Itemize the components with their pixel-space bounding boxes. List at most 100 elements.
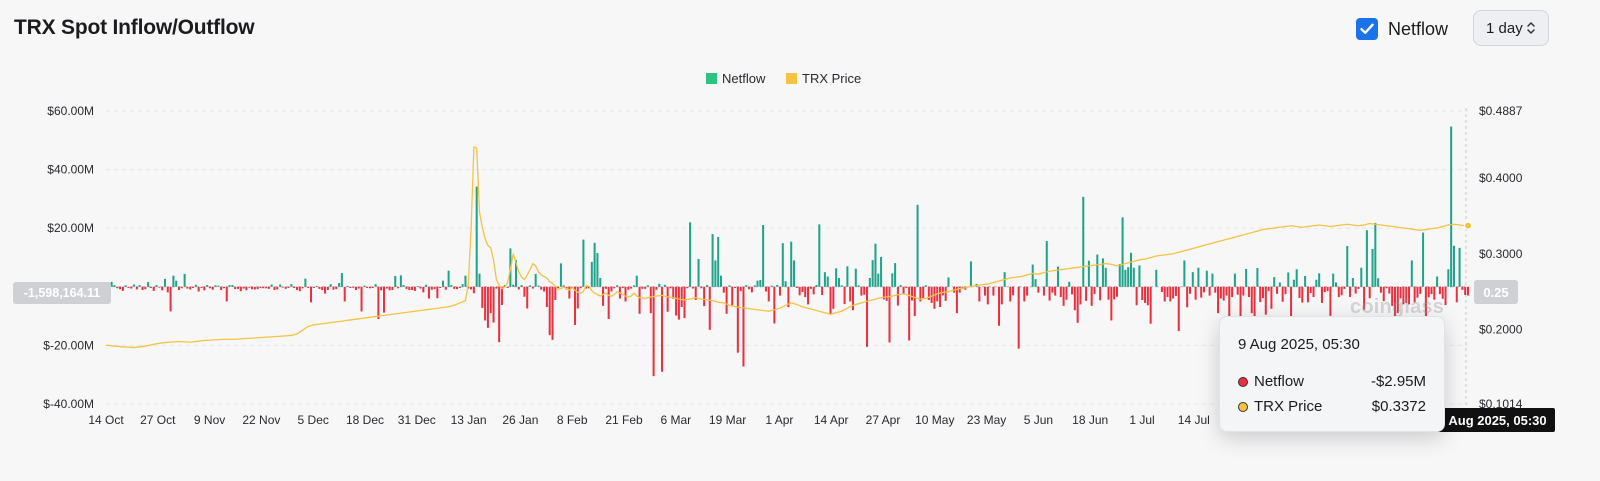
netflow-bar <box>377 286 380 320</box>
netflow-bar <box>1360 267 1363 287</box>
netflow-checkbox[interactable] <box>1356 18 1378 40</box>
netflow-bar <box>374 284 377 287</box>
netflow-bar <box>1183 260 1186 287</box>
netflow-bar <box>888 286 891 343</box>
netflow-bar <box>436 286 439 299</box>
netflow-bar <box>1174 286 1177 296</box>
netflow-bar <box>1250 286 1253 314</box>
netflow-bar <box>663 284 666 287</box>
netflow-bar <box>714 260 717 287</box>
netflow-bar <box>1337 286 1340 298</box>
netflow-bar <box>1385 286 1388 289</box>
netflow-bar <box>267 286 270 289</box>
netflow-bar <box>812 286 815 295</box>
netflow-bar <box>1093 286 1096 295</box>
netflow-bar <box>1340 286 1343 296</box>
tooltip-value: $0.3372 <box>1371 398 1426 415</box>
netflow-bar <box>119 286 122 290</box>
netflow-bar <box>1304 275 1307 287</box>
x-axis-tick: 6 Mar <box>660 413 691 427</box>
netflow-bar <box>295 286 298 291</box>
netflow-bar <box>635 275 638 287</box>
netflow-bar <box>1141 286 1144 300</box>
netflow-bar <box>506 286 509 288</box>
netflow-bar <box>1306 286 1309 303</box>
netflow-bar <box>551 286 554 340</box>
x-axis-tick: 22 Nov <box>242 413 280 427</box>
netflow-bar <box>405 286 408 289</box>
netflow-bar <box>573 286 576 325</box>
netflow-bar <box>748 286 751 290</box>
netflow-bar <box>750 286 753 293</box>
netflow-bar <box>1374 222 1377 287</box>
netflow-bar <box>1357 286 1360 289</box>
netflow-bar <box>1292 279 1295 287</box>
netflow-bar <box>425 284 428 287</box>
netflow-bar <box>318 286 321 289</box>
netflow-bar <box>175 280 178 287</box>
netflow-bar <box>343 286 346 302</box>
netflow-bar <box>1062 286 1065 306</box>
netflow-bar <box>604 286 607 289</box>
netflow-bar <box>537 285 540 287</box>
netflow-bar <box>433 286 436 290</box>
netflow-bar <box>346 285 349 287</box>
netflow-bar <box>978 286 981 302</box>
netflow-bar <box>944 286 947 301</box>
netflow-bar <box>882 286 885 300</box>
netflow-bar <box>801 286 804 293</box>
period-select[interactable]: 1 day <box>1473 10 1549 46</box>
netflow-bar <box>408 286 411 291</box>
netflow-bar <box>846 266 849 287</box>
netflow-bar <box>1138 265 1141 287</box>
netflow-bar <box>1267 286 1270 292</box>
netflow-bar <box>672 286 675 299</box>
netflow-bar <box>1450 126 1453 287</box>
netflow-bar <box>649 286 652 314</box>
netflow-bar <box>1354 286 1357 294</box>
netflow-bar <box>832 286 835 309</box>
y-axis-right-tick: $0.4887 <box>1479 104 1523 118</box>
netflow-bar <box>121 286 124 291</box>
y-axis-left-tick: $40.00M <box>47 163 94 177</box>
netflow-bar <box>352 286 355 288</box>
netflow-bar <box>1110 286 1113 321</box>
netflow-bar <box>998 286 1001 326</box>
netflow-bar <box>666 286 669 312</box>
netflow-bar <box>736 286 739 353</box>
netflow-bar <box>416 286 419 288</box>
netflow-bar <box>815 285 818 287</box>
netflow-bar <box>1388 286 1391 294</box>
netflow-bar <box>669 286 672 289</box>
netflow-bar <box>1295 269 1298 287</box>
netflow-bar <box>913 286 916 317</box>
netflow-bar <box>843 286 846 305</box>
netflow-bar <box>927 286 930 300</box>
netflow-bar <box>1413 286 1416 303</box>
netflow-toggle[interactable]: Netflow <box>1356 16 1448 42</box>
netflow-bar <box>512 284 515 287</box>
crosshair-left-label: -1,598,164.11 <box>13 282 111 304</box>
netflow-bar <box>1233 273 1236 287</box>
netflow-bar <box>689 222 692 287</box>
netflow-bar <box>863 286 866 295</box>
y-axis-left-tick: $-20.00M <box>43 338 94 352</box>
netflow-bar <box>1447 269 1450 287</box>
netflow-bar <box>902 286 905 294</box>
netflow-bar <box>290 284 293 287</box>
netflow-bar <box>632 285 635 287</box>
netflow-bar <box>180 286 183 289</box>
netflow-bar <box>1298 286 1301 298</box>
x-axis-tick: 8 Feb <box>557 413 588 427</box>
netflow-bar <box>203 286 206 291</box>
netflow-bar <box>402 285 405 287</box>
netflow-bar <box>1037 286 1040 293</box>
netflow-bar <box>908 286 911 341</box>
netflow-bar <box>1256 268 1259 287</box>
netflow-bar <box>161 286 164 291</box>
netflow-bar <box>520 285 523 287</box>
netflow-bar <box>661 286 664 372</box>
netflow-bar <box>1290 286 1293 326</box>
netflow-bar <box>1208 286 1211 296</box>
netflow-bar <box>1405 286 1408 303</box>
